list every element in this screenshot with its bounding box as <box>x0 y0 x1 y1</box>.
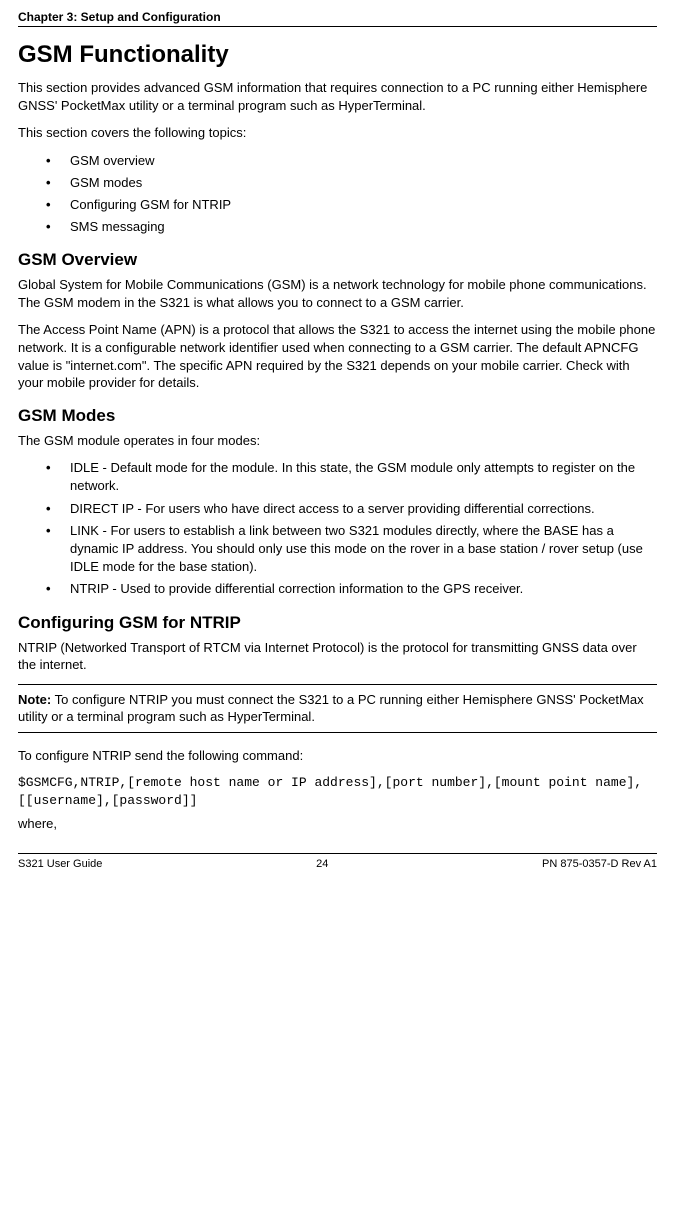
topics-list: GSM overview GSM modes Configuring GSM f… <box>18 152 657 237</box>
ntrip-paragraph-2: To configure NTRIP send the following co… <box>18 747 657 765</box>
where-text: where, <box>18 815 657 833</box>
list-item: IDLE - Default mode for the module. In t… <box>70 459 657 495</box>
page-title: GSM Functionality <box>18 41 657 69</box>
list-item: Configuring GSM for NTRIP <box>70 196 657 214</box>
section-heading-ntrip: Configuring GSM for NTRIP <box>18 613 657 633</box>
list-item: SMS messaging <box>70 218 657 236</box>
code-block: $GSMCFG,NTRIP,[remote host name or IP ad… <box>18 774 657 809</box>
footer-page-number: 24 <box>102 858 542 870</box>
note-text: Note: To configure NTRIP you must connec… <box>18 691 657 726</box>
ntrip-paragraph-1: NTRIP (Networked Transport of RTCM via I… <box>18 639 657 674</box>
page-footer: S321 User Guide 24 PN 875-0357-D Rev A1 <box>18 853 657 870</box>
list-item: LINK - For users to establish a link bet… <box>70 522 657 577</box>
list-item: GSM modes <box>70 174 657 192</box>
page-container: Chapter 3: Setup and Configuration GSM F… <box>0 0 675 870</box>
note-label: Note: <box>18 692 51 707</box>
note-body: To configure NTRIP you must connect the … <box>18 692 644 725</box>
modes-intro: The GSM module operates in four modes: <box>18 432 657 450</box>
intro-paragraph-2: This section covers the following topics… <box>18 124 657 142</box>
section-heading-overview: GSM Overview <box>18 250 657 270</box>
list-item: GSM overview <box>70 152 657 170</box>
list-item: DIRECT IP - For users who have direct ac… <box>70 500 657 518</box>
intro-paragraph-1: This section provides advanced GSM infor… <box>18 79 657 114</box>
footer-left: S321 User Guide <box>18 858 102 870</box>
note-block: Note: To configure NTRIP you must connec… <box>18 684 657 733</box>
overview-paragraph-1: Global System for Mobile Communications … <box>18 276 657 311</box>
chapter-header: Chapter 3: Setup and Configuration <box>18 10 657 27</box>
modes-list: IDLE - Default mode for the module. In t… <box>18 459 657 598</box>
list-item: NTRIP - Used to provide differential cor… <box>70 580 657 598</box>
overview-paragraph-2: The Access Point Name (APN) is a protoco… <box>18 321 657 391</box>
footer-right: PN 875-0357-D Rev A1 <box>542 858 657 870</box>
section-heading-modes: GSM Modes <box>18 406 657 426</box>
